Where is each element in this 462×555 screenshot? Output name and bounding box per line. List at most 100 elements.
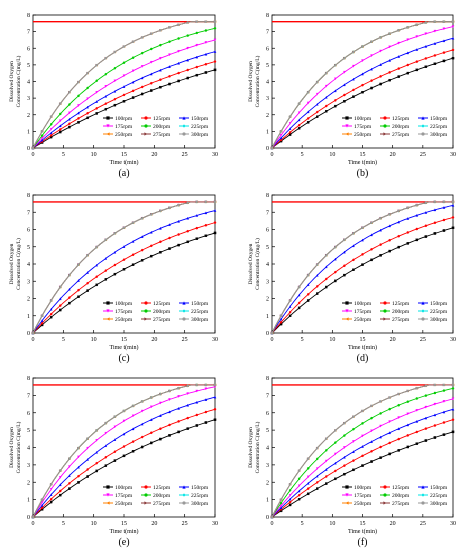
- series-marker: [177, 395, 180, 398]
- legend-marker: [383, 301, 387, 305]
- series-marker: [288, 299, 292, 302]
- series-marker: [204, 387, 208, 391]
- series-marker: [315, 115, 319, 118]
- series-marker: [433, 200, 437, 204]
- legend-label: 125rpm: [153, 301, 171, 307]
- series-marker: [406, 51, 410, 55]
- series-marker: [59, 489, 62, 493]
- series-marker: [424, 394, 428, 397]
- series-marker: [131, 427, 135, 431]
- series-marker: [49, 487, 53, 491]
- series-marker: [49, 299, 53, 302]
- series-marker: [104, 431, 108, 435]
- series-marker: [297, 493, 301, 497]
- series-marker: [95, 469, 98, 473]
- series-marker: [68, 487, 71, 490]
- series-marker: [177, 430, 180, 434]
- series-marker: [325, 437, 328, 440]
- series-marker: [159, 251, 162, 254]
- legend-label: 150rpm: [430, 116, 448, 122]
- series-marker: [352, 88, 355, 92]
- series-marker: [58, 119, 62, 123]
- y-axis-label: Dissolved OxygenConcentration C(mg/L): [248, 55, 261, 107]
- series-marker: [325, 104, 328, 108]
- series-marker: [433, 383, 437, 387]
- legend-marker: [144, 485, 148, 489]
- series-marker: [113, 103, 117, 107]
- series-marker: [343, 434, 346, 437]
- series-marker: [31, 331, 35, 335]
- legend-marker: [144, 132, 148, 136]
- series-marker: [288, 131, 292, 134]
- series-marker: [168, 410, 171, 414]
- series-marker: [131, 80, 135, 84]
- series-marker: [68, 457, 71, 460]
- x-tick-label: 20: [390, 337, 396, 343]
- series-marker: [186, 403, 190, 407]
- series-marker: [433, 413, 437, 417]
- series-marker: [150, 254, 153, 258]
- legend-label: 275rpm: [153, 501, 171, 507]
- series-marker: [40, 503, 44, 507]
- x-tick-label: 30: [212, 337, 218, 343]
- series-marker: [77, 279, 80, 282]
- x-tick-label: 25: [182, 337, 188, 343]
- series-marker: [186, 46, 190, 50]
- series-marker: [370, 450, 373, 453]
- series-marker: [150, 441, 153, 445]
- series-marker: [58, 124, 62, 128]
- series-marker: [315, 446, 319, 450]
- series-marker: [388, 78, 391, 82]
- series-marker: [406, 434, 409, 437]
- legend-label: 175rpm: [115, 124, 133, 130]
- series-marker: [59, 493, 62, 497]
- series-marker: [379, 254, 382, 257]
- legend-marker: [383, 116, 387, 120]
- series-marker: [204, 224, 208, 227]
- series-marker: [334, 89, 337, 93]
- series-marker: [279, 130, 283, 133]
- series-marker: [442, 39, 446, 43]
- series-marker: [95, 79, 98, 83]
- x-axis-label: Time t(min): [110, 159, 139, 166]
- series-marker: [168, 236, 171, 240]
- y-tick-label: 8: [266, 13, 269, 19]
- series-marker: [334, 477, 337, 481]
- legend-marker: [106, 493, 110, 497]
- legend-label: 225rpm: [430, 309, 448, 315]
- series-marker: [388, 249, 391, 253]
- series-marker: [122, 445, 126, 448]
- x-tick-label: 5: [62, 521, 65, 527]
- legend-marker: [144, 301, 148, 305]
- legend-label: 175rpm: [354, 493, 372, 499]
- panel-label: (c): [118, 353, 129, 364]
- x-tick-label: 10: [329, 337, 335, 343]
- y-tick-label: 6: [266, 411, 269, 417]
- series-marker: [334, 245, 337, 249]
- series-marker: [433, 221, 437, 225]
- series-marker: [40, 137, 44, 140]
- series-marker: [297, 306, 301, 310]
- series-marker: [379, 82, 382, 86]
- series-marker: [415, 227, 419, 231]
- series-marker: [361, 263, 364, 266]
- series-marker: [140, 51, 144, 55]
- y-tick-label: 2: [27, 297, 30, 303]
- series-marker: [334, 99, 337, 102]
- series-marker: [415, 430, 419, 434]
- series-marker: [361, 90, 364, 94]
- series-marker: [77, 288, 80, 292]
- series-marker: [306, 110, 310, 114]
- series-marker: [424, 235, 428, 238]
- series-marker: [406, 412, 410, 416]
- series-marker: [334, 429, 337, 432]
- series-marker: [159, 401, 162, 405]
- legend-label: 200rpm: [392, 309, 410, 315]
- series-marker: [113, 250, 117, 254]
- series-marker: [104, 94, 108, 98]
- series-marker: [297, 285, 301, 289]
- y-axis-label: Dissolved OxygenConcentration C(mg/L): [9, 55, 22, 107]
- y-tick-label: 6: [27, 411, 30, 417]
- legend-marker: [421, 485, 425, 489]
- series-marker: [186, 240, 189, 244]
